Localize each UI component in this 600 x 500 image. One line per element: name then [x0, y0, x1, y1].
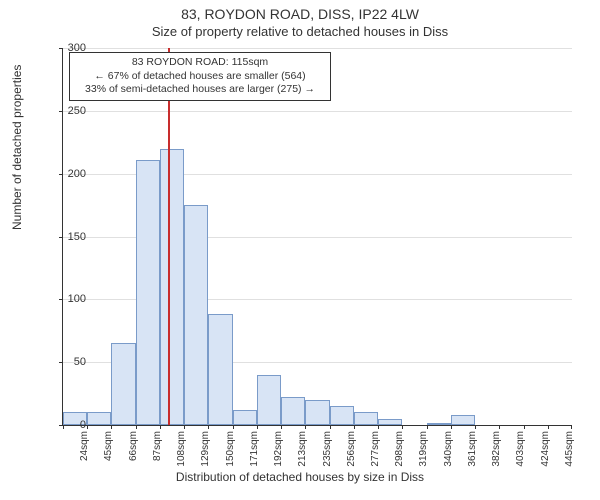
xtick-label: 150sqm: [225, 431, 236, 467]
xtick-mark: [111, 425, 112, 429]
annotation-line: 83 ROYDON ROAD: 115sqm: [76, 56, 324, 70]
histogram-bar: [451, 415, 475, 425]
xtick-mark: [378, 425, 379, 429]
histogram-bar: [281, 397, 305, 425]
xtick-mark: [330, 425, 331, 429]
histogram-bar: [208, 314, 232, 425]
xtick-mark: [281, 425, 282, 429]
xtick-label: 45sqm: [103, 431, 114, 461]
histogram-bar: [354, 412, 378, 425]
ytick-label: 100: [56, 293, 86, 305]
ytick-label: 300: [56, 42, 86, 54]
ytick-label: 50: [56, 356, 86, 368]
xtick-label: 298sqm: [394, 431, 405, 467]
xtick-label: 445sqm: [564, 431, 575, 467]
histogram-bar: [160, 149, 184, 425]
ytick-label: 200: [56, 168, 86, 180]
annotation-line: ← 67% of detached houses are smaller (56…: [76, 70, 324, 84]
xtick-label: 403sqm: [515, 431, 526, 467]
xtick-mark: [208, 425, 209, 429]
ytick-label: 0: [56, 419, 86, 431]
xtick-mark: [354, 425, 355, 429]
xtick-label: 235sqm: [322, 431, 333, 467]
y-axis-label: Number of detached properties: [10, 65, 24, 230]
gridline: [63, 111, 572, 112]
histogram-bar: [233, 410, 257, 425]
x-axis-label: Distribution of detached houses by size …: [0, 470, 600, 484]
xtick-label: 171sqm: [249, 431, 260, 467]
xtick-mark: [136, 425, 137, 429]
reference-line: [168, 48, 170, 425]
xtick-label: 361sqm: [467, 431, 478, 467]
xtick-mark: [184, 425, 185, 429]
xtick-mark: [475, 425, 476, 429]
xtick-mark: [548, 425, 549, 429]
xtick-mark: [427, 425, 428, 429]
xtick-label: 66sqm: [128, 431, 139, 461]
histogram-bar: [184, 205, 208, 425]
annotation-box: 83 ROYDON ROAD: 115sqm← 67% of detached …: [69, 52, 331, 101]
xtick-mark: [305, 425, 306, 429]
histogram-chart: 24sqm45sqm66sqm87sqm108sqm129sqm150sqm17…: [62, 48, 572, 426]
xtick-label: 24sqm: [79, 431, 90, 461]
xtick-label: 277sqm: [370, 431, 381, 467]
xtick-label: 213sqm: [297, 431, 308, 467]
xtick-mark: [233, 425, 234, 429]
xtick-label: 87sqm: [152, 431, 163, 461]
xtick-mark: [524, 425, 525, 429]
histogram-bar: [136, 160, 160, 425]
xtick-label: 192sqm: [273, 431, 284, 467]
histogram-bar: [427, 423, 451, 426]
xtick-label: 129sqm: [200, 431, 211, 467]
histogram-bar: [305, 400, 329, 425]
histogram-bar: [87, 412, 111, 425]
histogram-bar: [111, 343, 135, 425]
xtick-mark: [160, 425, 161, 429]
annotation-line: 33% of semi-detached houses are larger (…: [76, 83, 324, 97]
xtick-mark: [402, 425, 403, 429]
xtick-label: 424sqm: [540, 431, 551, 467]
xtick-mark: [257, 425, 258, 429]
histogram-bar: [378, 419, 402, 425]
xtick-label: 319sqm: [418, 431, 429, 467]
xtick-mark: [87, 425, 88, 429]
xtick-mark: [571, 425, 572, 429]
histogram-bar: [257, 375, 281, 425]
xtick-mark: [499, 425, 500, 429]
histogram-bar: [330, 406, 354, 425]
ytick-label: 150: [56, 231, 86, 243]
xtick-mark: [451, 425, 452, 429]
xtick-label: 108sqm: [176, 431, 187, 467]
ytick-label: 250: [56, 105, 86, 117]
xtick-label: 256sqm: [346, 431, 357, 467]
page-subtitle: Size of property relative to detached ho…: [0, 22, 600, 39]
page-title-address: 83, ROYDON ROAD, DISS, IP22 4LW: [0, 0, 600, 22]
xtick-label: 382sqm: [491, 431, 502, 467]
xtick-label: 340sqm: [443, 431, 454, 467]
gridline: [63, 48, 572, 49]
